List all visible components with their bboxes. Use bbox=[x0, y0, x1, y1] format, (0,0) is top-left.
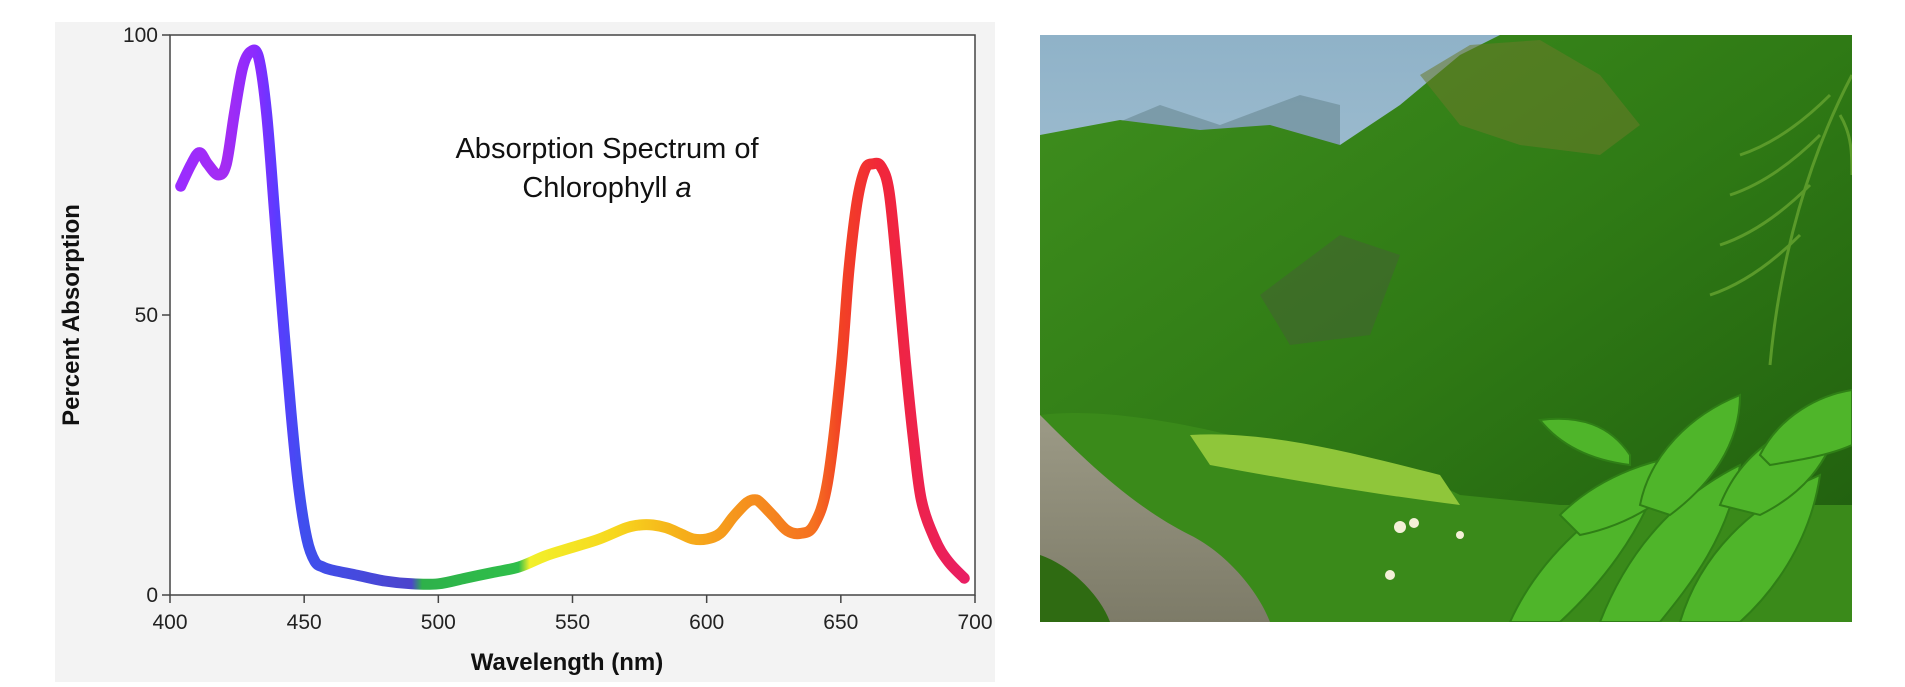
foreground-leaves bbox=[1508, 388, 1852, 622]
plumeria-flowers bbox=[1385, 518, 1464, 580]
y-tick-label: 50 bbox=[135, 304, 158, 327]
chart-title-line2: Chlorophyll a bbox=[522, 172, 691, 204]
axis-ticks: 400 450 500 550 600 650 700 0 50 100 bbox=[123, 24, 993, 634]
chart-title: Absorption Spectrum of bbox=[455, 133, 759, 165]
landscape-illustration bbox=[1040, 35, 1852, 622]
absorption-chart: 400 450 500 550 600 650 700 0 50 100 Absorption S… bbox=[55, 22, 995, 682]
x-tick-label: 450 bbox=[287, 611, 322, 634]
x-tick-label: 650 bbox=[823, 611, 858, 634]
absorption-curve bbox=[175, 44, 970, 590]
rocky-summit bbox=[1420, 40, 1640, 155]
palm-fronds bbox=[1709, 74, 1852, 366]
x-tick-label: 600 bbox=[689, 611, 724, 634]
y-axis-title: Percent Absorption bbox=[58, 204, 85, 426]
meadow bbox=[1190, 434, 1460, 505]
x-axis-title: Wavelength (nm) bbox=[471, 649, 663, 676]
x-tick-label: 550 bbox=[555, 611, 590, 634]
chart-title-word: Chlorophyll bbox=[522, 172, 667, 204]
x-tick-label: 500 bbox=[421, 611, 456, 634]
y-tick-label: 100 bbox=[123, 24, 158, 47]
chart-title-italic: a bbox=[676, 172, 692, 204]
x-tick-label: 700 bbox=[957, 611, 992, 634]
plot-area bbox=[169, 34, 976, 596]
chart-svg: 400 450 500 550 600 650 700 0 50 100 Absorption S… bbox=[58, 24, 993, 676]
near-bank bbox=[1040, 555, 1110, 622]
river bbox=[1040, 415, 1270, 622]
x-tick-label: 400 bbox=[152, 611, 187, 634]
rock-face bbox=[1260, 235, 1400, 345]
y-tick-label: 0 bbox=[146, 584, 158, 607]
landscape-photo bbox=[1040, 35, 1852, 622]
